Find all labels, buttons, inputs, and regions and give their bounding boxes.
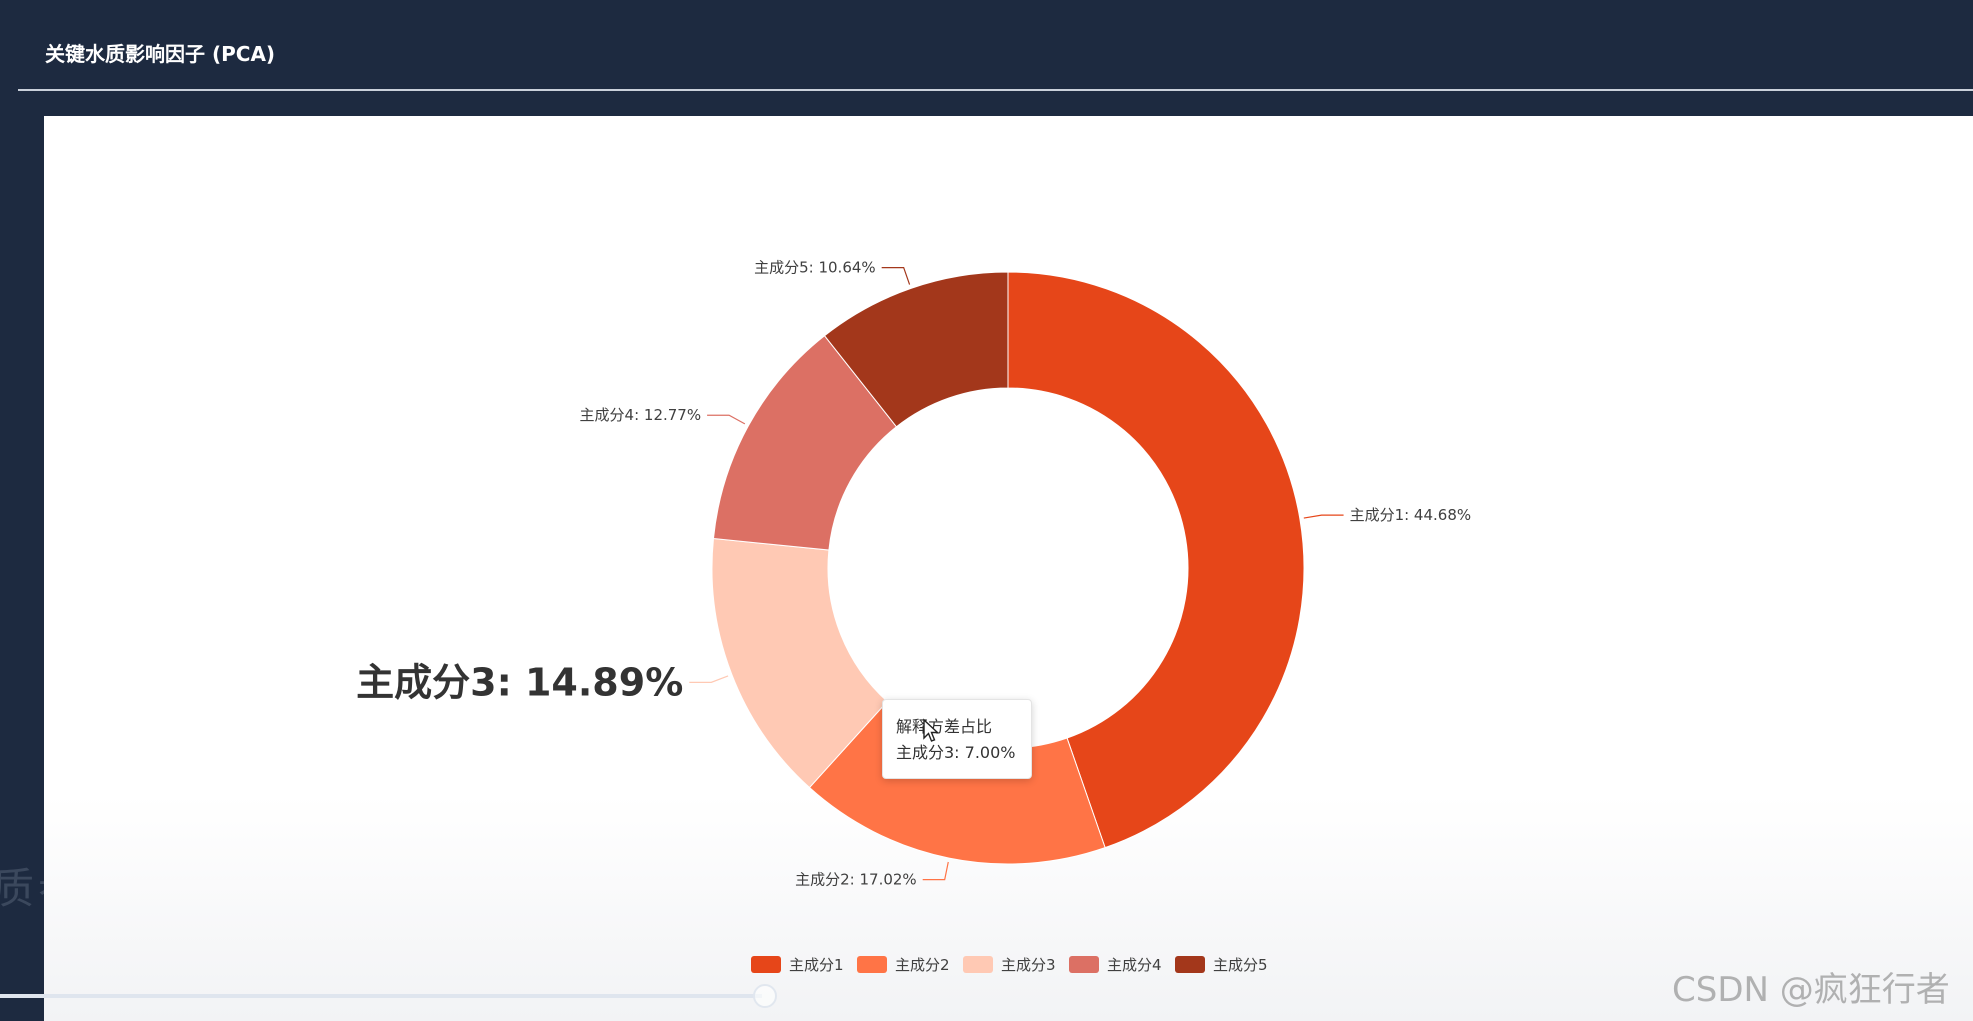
legend-label-pc4[interactable]: 主成分4 [1107, 956, 1162, 974]
tooltip-title: 解释方差占比 [896, 717, 993, 736]
label-pc3: 主成分3: 14.89% [356, 660, 683, 704]
legend-label-pc1[interactable]: 主成分1 [789, 956, 844, 974]
label-pc1: 主成分1: 44.68% [1350, 506, 1472, 524]
tooltip-value: 主成分3: 7.00% [896, 743, 1016, 762]
chart-tooltip: 解释方差占比 主成分3: 7.00% [882, 699, 1032, 779]
label-pc5: 主成分5: 10.64% [754, 259, 876, 277]
mouse-pointer-icon [923, 718, 940, 742]
zoom-slider-track[interactable] [0, 994, 762, 998]
leader-line-pc2 [922, 861, 949, 881]
app-header: 关键水质影响因子 (PCA) [0, 0, 1973, 91]
leader-line-pc1 [1303, 514, 1344, 519]
page-title: 关键水质影响因子 (PCA) [45, 42, 276, 66]
legend-swatch-pc3[interactable] [963, 956, 993, 973]
legend-swatch-pc5[interactable] [1175, 956, 1205, 973]
watermark: CSDN @疯狂行者 [1672, 970, 1950, 1010]
label-pc2: 主成分2: 17.02% [795, 871, 917, 889]
leader-line-pc5 [881, 267, 911, 285]
legend-label-pc3[interactable]: 主成分3 [1001, 956, 1056, 974]
legend-swatch-pc1[interactable] [751, 956, 781, 973]
slice-pc1[interactable] [1007, 271, 1305, 849]
label-pc4: 主成分4: 12.77% [580, 406, 702, 424]
pca-donut-chart: 主成分1: 44.68% 主成分2: 17.02% 主成分3: 14.89% 主… [356, 259, 1472, 974]
legend-swatch-pc2[interactable] [857, 956, 887, 973]
legend-label-pc2[interactable]: 主成分2 [895, 956, 950, 974]
legend-swatch-pc4[interactable] [1069, 956, 1099, 973]
chart-legend: 主成分1 主成分2 主成分3 主成分4 主成分5 [751, 956, 1268, 974]
header-divider [18, 89, 1973, 91]
slice-pc5[interactable] [823, 271, 1009, 428]
chart-panel: 主成分1: 44.68% 主成分2: 17.02% 主成分3: 14.89% 主… [44, 116, 1973, 1021]
legend-label-pc5[interactable]: 主成分5 [1213, 956, 1268, 974]
zoom-slider-handle[interactable] [753, 984, 777, 1008]
leader-line-pc4 [707, 414, 746, 425]
leader-line-pc3 [689, 675, 729, 683]
